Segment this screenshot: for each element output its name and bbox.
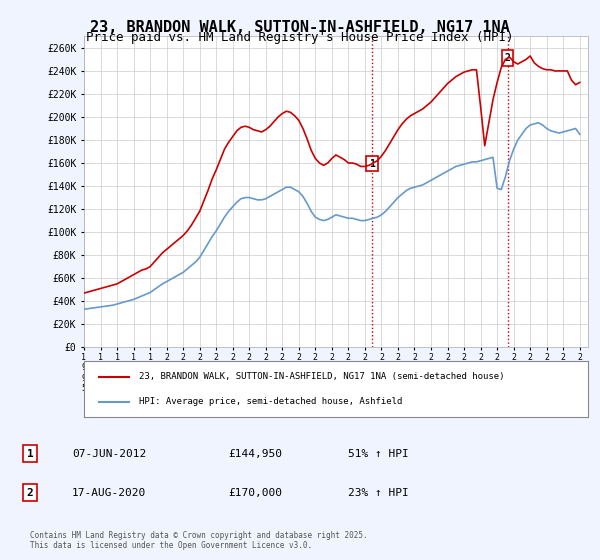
- Text: 23, BRANDON WALK, SUTTON-IN-ASHFIELD, NG17 1NA: 23, BRANDON WALK, SUTTON-IN-ASHFIELD, NG…: [90, 20, 510, 35]
- Text: 17-AUG-2020: 17-AUG-2020: [72, 488, 146, 498]
- Text: Price paid vs. HM Land Registry's House Price Index (HPI): Price paid vs. HM Land Registry's House …: [86, 31, 514, 44]
- Text: 1: 1: [369, 158, 375, 169]
- Text: 2: 2: [26, 488, 34, 498]
- Text: 23% ↑ HPI: 23% ↑ HPI: [348, 488, 409, 498]
- Text: 2: 2: [505, 53, 511, 63]
- Text: 07-JUN-2012: 07-JUN-2012: [72, 449, 146, 459]
- Text: 1: 1: [26, 449, 34, 459]
- Text: £144,950: £144,950: [228, 449, 282, 459]
- Text: Contains HM Land Registry data © Crown copyright and database right 2025.
This d: Contains HM Land Registry data © Crown c…: [30, 531, 368, 550]
- Text: 23, BRANDON WALK, SUTTON-IN-ASHFIELD, NG17 1NA (semi-detached house): 23, BRANDON WALK, SUTTON-IN-ASHFIELD, NG…: [139, 372, 505, 381]
- Text: HPI: Average price, semi-detached house, Ashfield: HPI: Average price, semi-detached house,…: [139, 397, 403, 406]
- Text: £170,000: £170,000: [228, 488, 282, 498]
- Text: 51% ↑ HPI: 51% ↑ HPI: [348, 449, 409, 459]
